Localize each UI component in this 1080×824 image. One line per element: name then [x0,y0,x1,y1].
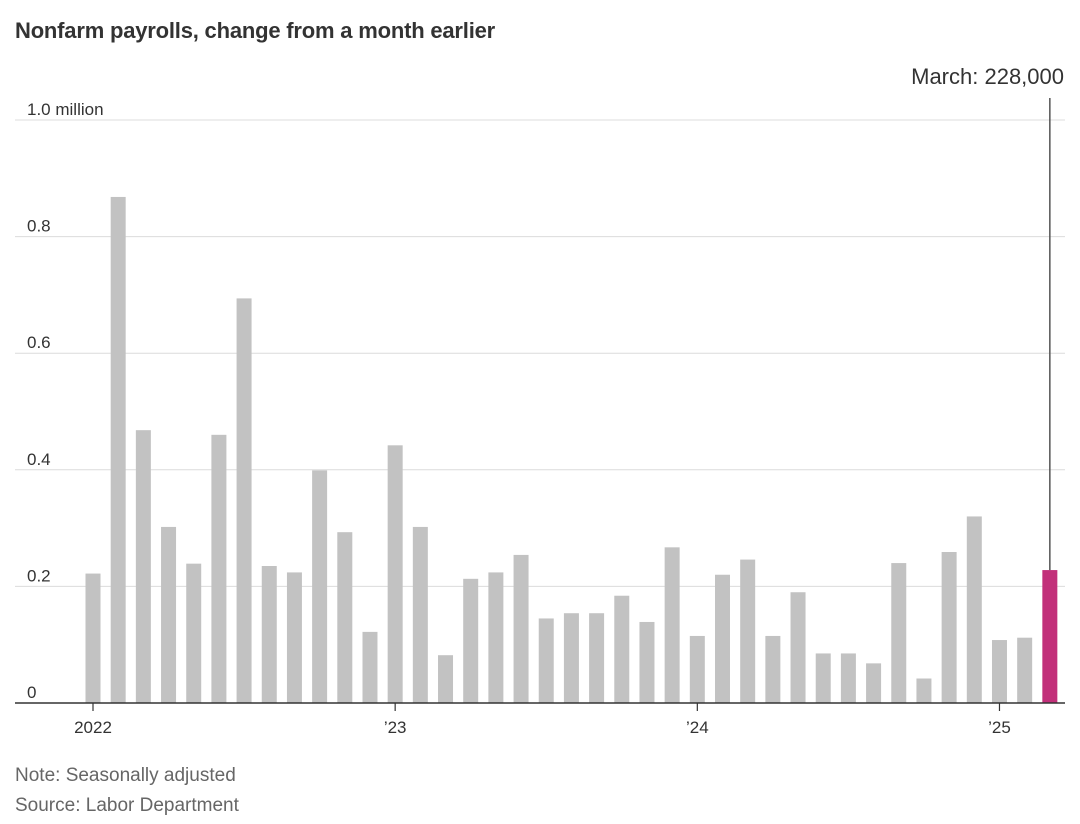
bar [211,434,227,703]
bar [135,430,151,703]
bar [589,613,605,703]
bar [387,445,403,703]
bar [110,196,126,703]
bar [840,653,856,703]
y-tick-label: 0.2 [27,566,51,585]
bar [1017,637,1033,703]
x-axis: 2022 ’23 ’24 ’25 [15,702,1065,737]
y-axis-tick-labels: 0 0.2 0.4 0.6 0.8 1.0 million [27,100,104,702]
chart-title: Nonfarm payrolls, change from a month ea… [15,18,496,43]
annotation-label: March: 228,000 [911,64,1064,89]
bar [513,554,529,703]
chart-source: Source: Labor Department [15,795,239,816]
bar [161,526,177,703]
bar [438,655,454,703]
y-tick-label: 0.4 [27,450,51,469]
bar [412,526,428,703]
bar [916,678,932,703]
bar [85,573,101,703]
bar [941,552,957,703]
bar [362,631,378,703]
bar [891,563,907,703]
gridlines [15,119,1065,587]
y-tick-label: 0.6 [27,333,51,352]
bar [966,516,982,703]
bar [614,595,630,703]
bar [488,572,504,703]
bar [236,298,252,703]
bar [312,470,328,703]
bar [563,613,579,703]
y-tick-label: 0 [27,683,36,702]
y-tick-label: 0.8 [27,217,51,236]
bar [815,653,831,703]
bar [991,640,1007,703]
bar [740,559,756,703]
chart-note: Note: Seasonally adjusted [15,765,236,786]
bar [463,578,479,703]
x-tick-label: ’25 [988,718,1011,737]
bar [790,592,806,703]
x-tick-label: ’23 [384,718,407,737]
bar [664,547,680,703]
bars [85,196,1058,703]
bar [866,663,882,703]
bar [186,563,202,703]
y-tick-label: 1.0 million [27,100,104,119]
bar [765,635,781,703]
x-tick-label: 2022 [74,718,112,737]
bar-highlight [1042,570,1058,703]
bar [689,635,705,703]
bar [715,574,730,703]
bar [639,621,655,703]
bar [286,572,302,703]
bar [538,618,554,703]
bar [337,532,353,703]
bar [261,565,277,703]
annotation: March: 228,000 [911,64,1064,571]
x-tick-label: ’24 [686,718,709,737]
